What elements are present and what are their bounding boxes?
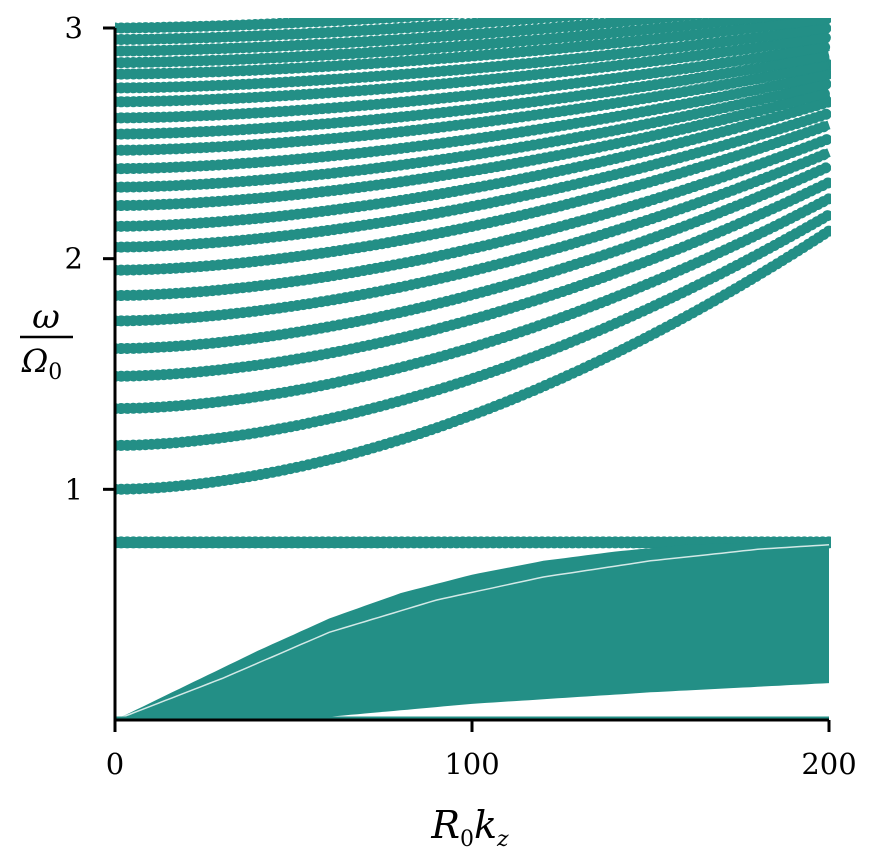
y-tick-label: 2 bbox=[65, 242, 83, 276]
upper-branch-core-7 bbox=[115, 134, 831, 301]
upper-branch-core-2 bbox=[115, 210, 831, 450]
y-axis-label-denominator: Ω0 bbox=[21, 342, 63, 385]
upper-branch-core-5 bbox=[115, 162, 831, 354]
upper-branch-core-15 bbox=[115, 51, 830, 139]
upper-branch-core-14 bbox=[115, 60, 830, 155]
upper-branch-core-12 bbox=[115, 79, 831, 192]
axis-labels: R0kz ω Ω0 bbox=[20, 297, 509, 852]
upper-branch-core-21 bbox=[115, 18, 708, 56]
upper-branch-core-23 bbox=[115, 18, 459, 33]
upper-branch-core-19 bbox=[115, 18, 830, 79]
upper-branch-core-22 bbox=[115, 18, 599, 44]
upper-branch-core-1 bbox=[115, 227, 831, 494]
upper-branch-core-18 bbox=[115, 23, 830, 93]
x-axis-label: R0kz bbox=[430, 803, 509, 852]
upper-branch-core-4 bbox=[115, 178, 831, 381]
upper-branch-core-9 bbox=[115, 109, 831, 252]
upper-branch-core-8 bbox=[115, 120, 831, 275]
upper-branch-core-6 bbox=[115, 148, 831, 326]
y-tick-label: 3 bbox=[65, 11, 83, 45]
lower-band-gap bbox=[115, 543, 830, 721]
upper-branch-core-20 bbox=[115, 18, 797, 68]
upper-branch-core-17 bbox=[115, 32, 830, 107]
x-tick-label: 100 bbox=[444, 747, 499, 781]
x-tick-label: 200 bbox=[801, 747, 856, 781]
y-tick-label: 1 bbox=[65, 472, 83, 506]
axes: 0 100 200 1 2 3 bbox=[65, 11, 857, 781]
upper-branch-core-11 bbox=[115, 88, 831, 211]
upper-branch-core-13 bbox=[115, 69, 830, 174]
lower-band bbox=[115, 540, 829, 720]
y-axis-label-numerator: ω bbox=[32, 297, 60, 337]
data-marks bbox=[115, 18, 831, 722]
upper-branch-core-3 bbox=[115, 194, 831, 414]
upper-branch-core-16 bbox=[115, 42, 830, 123]
upper-branch-core-10 bbox=[115, 97, 831, 231]
x-tick-label: 0 bbox=[106, 747, 124, 781]
